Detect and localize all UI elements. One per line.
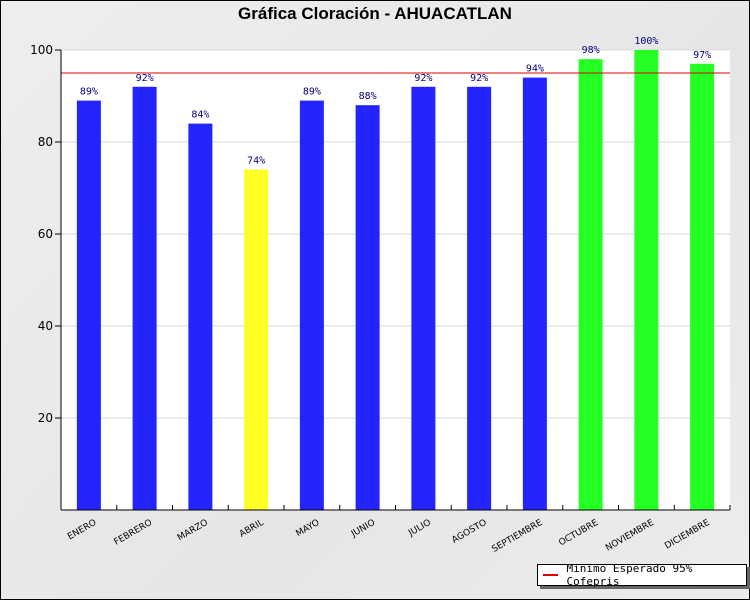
bar-julio [411,86,436,511]
x-tick-label: MAYO [294,518,321,539]
plot-area [61,50,730,510]
data-label: 97% [693,50,711,61]
x-tick-label: JUNIO [349,518,377,540]
bar-diciembre [690,63,715,511]
y-tick-label: 100 [30,43,53,57]
data-label: 92% [414,73,432,84]
x-tick-label: AGOSTO [450,518,488,546]
y-tick-label: 40 [38,319,53,333]
y-tick-label: 80 [38,135,53,149]
legend: Minimo Esperado 95% Cofepris [537,562,747,588]
x-tick-label: NOVIEMBRE [604,518,656,554]
bar-octubre [578,59,603,510]
bar-marzo [188,123,213,510]
x-tick-label: OCTUBRE [557,518,600,549]
bar-enero [76,100,101,510]
data-label: 94% [526,64,544,75]
bar-agosto [467,86,492,511]
data-label: 89% [80,87,98,98]
legend-label: Minimo Esperado 95% Cofepris [566,562,693,588]
data-label: 88% [359,91,377,102]
x-tick-label: MARZO [176,518,210,543]
data-label: 84% [191,110,209,121]
x-tick-label: FEBRERO [112,518,154,548]
x-tick-label: SEPTIEMBRE [490,518,544,555]
bar-junio [355,105,380,510]
data-label: 92% [136,73,154,84]
y-tick-label: 60 [38,227,53,241]
data-label: 89% [303,87,321,98]
bar-noviembre [634,50,659,510]
bar-abril [244,169,269,510]
data-label: 74% [247,156,265,167]
bar-septiembre [522,77,547,510]
bar-mayo [299,100,324,510]
y-tick-label: 20 [38,411,53,425]
x-tick-label: JULIO [406,518,433,539]
chart-title: Gráfica Cloración - AHUACATLAN [238,4,512,23]
data-label: 92% [470,73,488,84]
legend-swatch-reference-line [543,574,559,576]
data-label: 98% [582,45,600,56]
x-tick-label: ENERO [66,518,98,542]
data-label: 100% [634,36,658,47]
x-tick-label: ABRIL [238,518,266,540]
x-tick-label: DICIEMBRE [663,518,712,552]
bar-febrero [132,86,157,511]
